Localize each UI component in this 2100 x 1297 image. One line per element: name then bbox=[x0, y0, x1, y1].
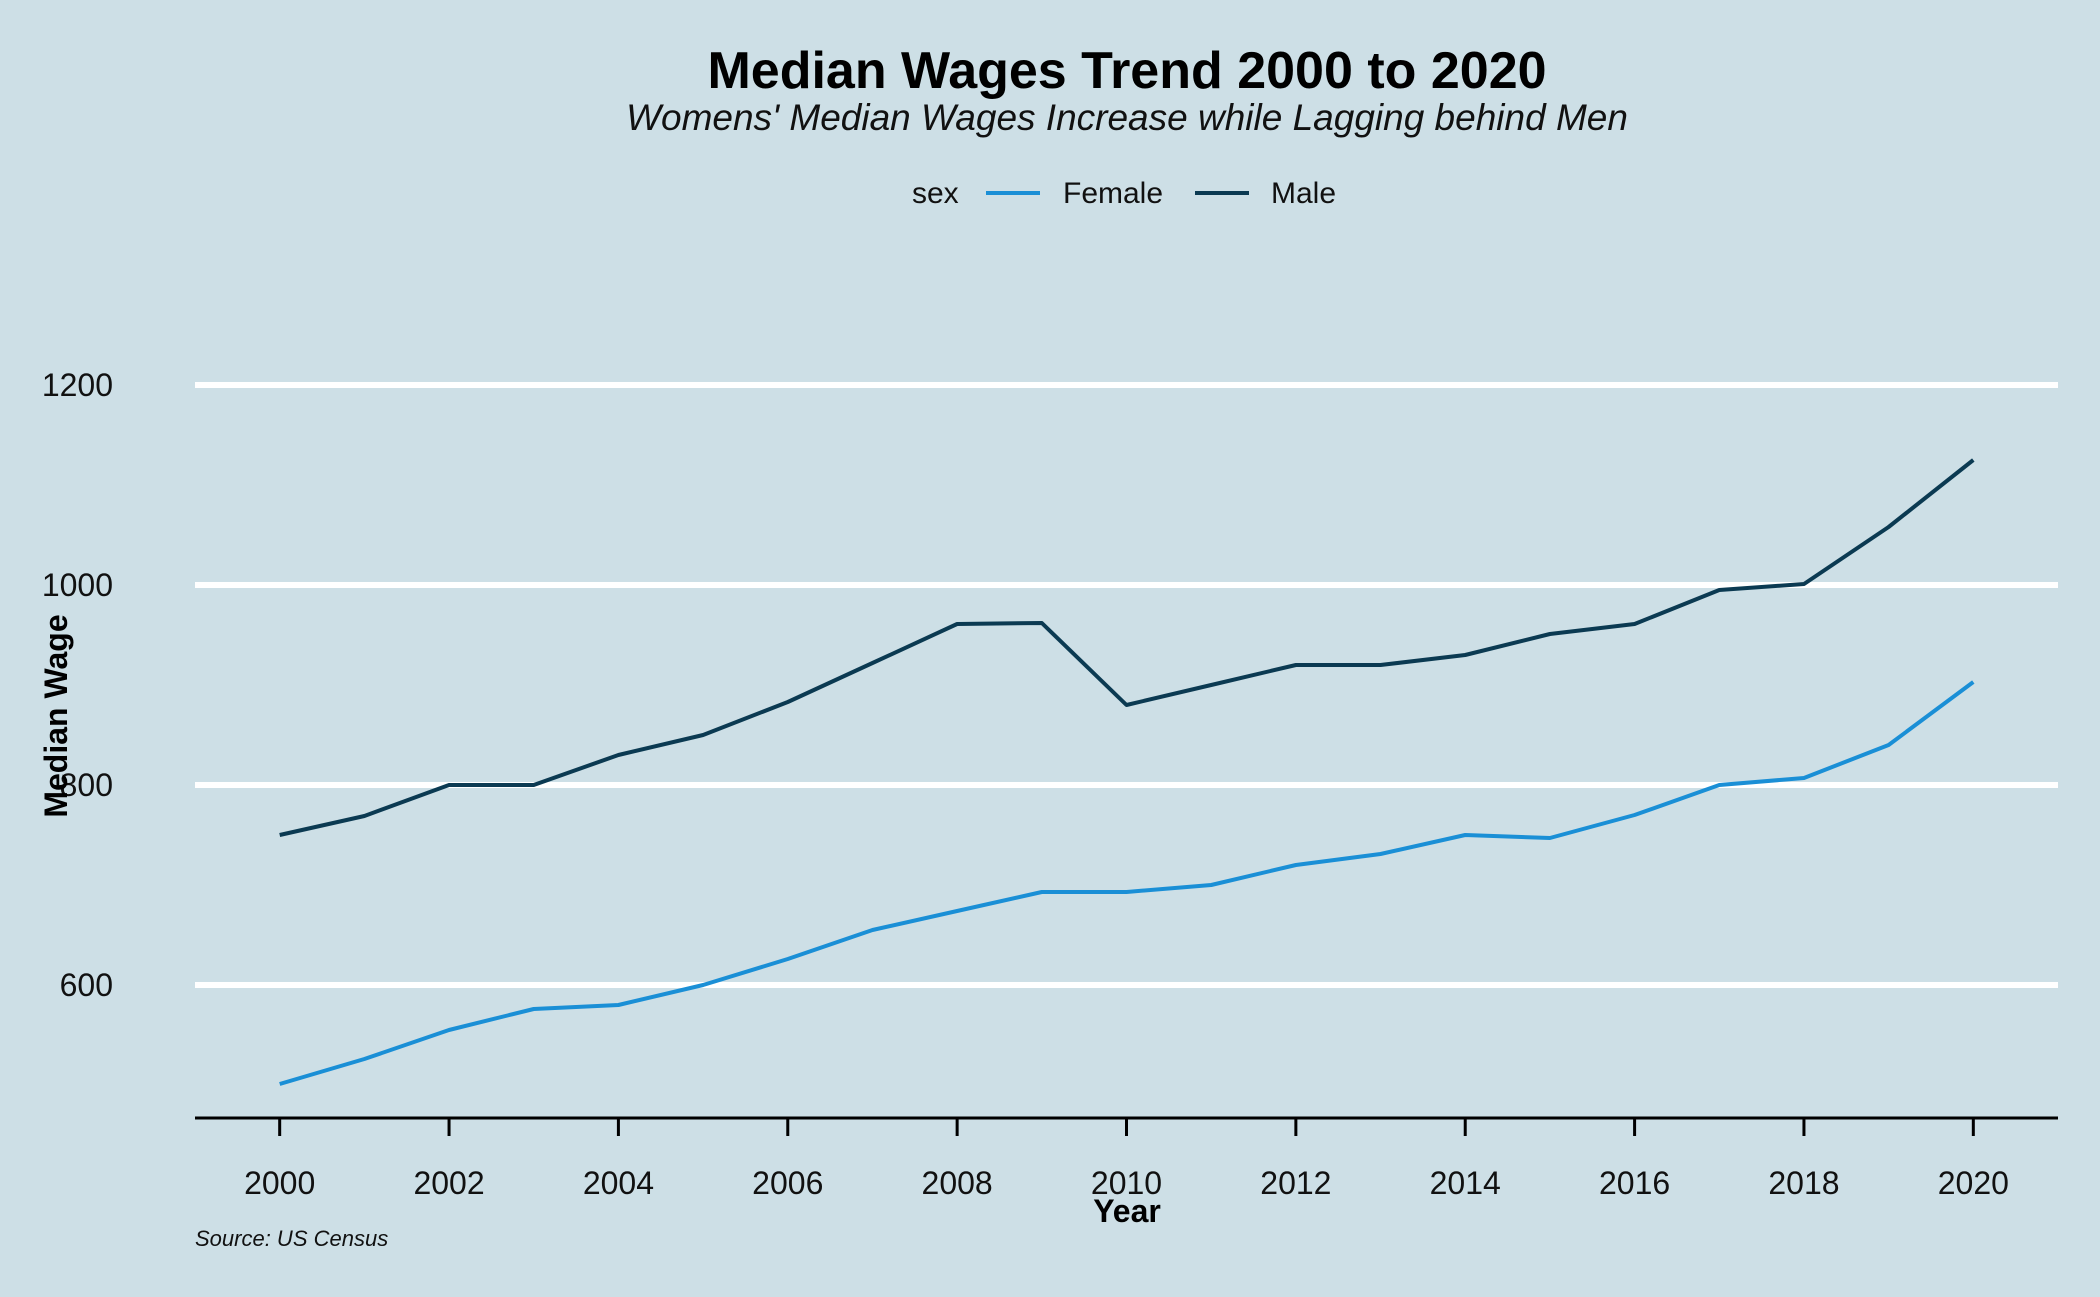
y-tick-label: 1200 bbox=[42, 367, 113, 403]
series-layer bbox=[279, 458, 1975, 1086]
x-axis-title: Year bbox=[1093, 1193, 1161, 1229]
x-axis: 2000 2002 2004 2006 2008 2010 2012 2014 2016 2018… bbox=[195, 1116, 2058, 1201]
y-tick-label: 800 bbox=[60, 767, 113, 803]
y-axis-title: Median Wage bbox=[38, 614, 74, 817]
y-tick-label: 1000 bbox=[42, 567, 113, 603]
x-tick-label: 2004 bbox=[583, 1165, 654, 1201]
chart-title: Median Wages Trend 2000 to 2020 bbox=[707, 42, 1546, 100]
x-tick-label: 2010 bbox=[1091, 1165, 1162, 1201]
y-axis: 600 800 1000 1200 bbox=[42, 367, 113, 1003]
legend-title: sex bbox=[912, 177, 959, 210]
legend-label-male: Male bbox=[1271, 177, 1336, 210]
x-tick-label: 2020 bbox=[1938, 1165, 2009, 1201]
x-tick-label: 2002 bbox=[413, 1165, 484, 1201]
source-caption: Source: US Census bbox=[195, 1226, 388, 1251]
legend-label-female: Female bbox=[1063, 177, 1163, 210]
x-tick-label: 2000 bbox=[244, 1165, 315, 1201]
x-tick-label: 2014 bbox=[1430, 1165, 1501, 1201]
y-tick-label: 600 bbox=[60, 967, 113, 1003]
x-tick-label: 2016 bbox=[1599, 1165, 1670, 1201]
x-tick-label: 2018 bbox=[1768, 1165, 1839, 1201]
chart-subtitle: Womens' Median Wages Increase while Lagg… bbox=[626, 97, 1628, 138]
legend: sex Female Male bbox=[912, 177, 1336, 210]
x-tick-label: 2006 bbox=[752, 1165, 823, 1201]
x-tick-label: 2008 bbox=[922, 1165, 993, 1201]
x-tick-label: 2012 bbox=[1260, 1165, 1331, 1201]
gridlines bbox=[195, 382, 2058, 988]
series-line-male bbox=[279, 458, 1975, 837]
series-line-female bbox=[279, 680, 1975, 1086]
